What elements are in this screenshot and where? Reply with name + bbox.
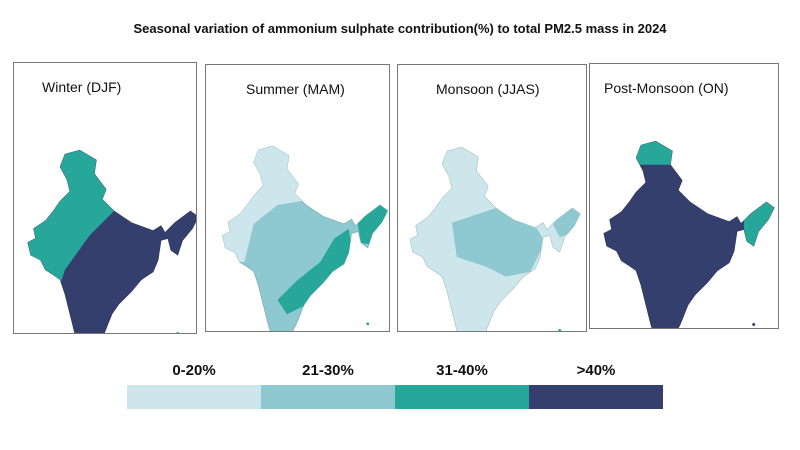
india-map-monsoon	[409, 146, 581, 331]
india-map-post-monsoon	[603, 140, 775, 328]
legend-swatch-21-30	[261, 385, 395, 409]
legend-label-over-40: >40%	[576, 362, 616, 379]
legend-swatch-over-40	[529, 385, 663, 409]
legend-swatch-0-20	[127, 385, 261, 409]
legend-label-31-40: 31-40%	[436, 362, 488, 379]
map-panel-post-monsoon: Post-Monsoon (ON)	[589, 63, 779, 329]
legend-label-0-20: 0-20%	[172, 362, 216, 379]
india-map-summer	[221, 145, 389, 331]
panel-label: Summer (MAM)	[246, 81, 345, 97]
panel-label: Monsoon (JJAS)	[436, 81, 540, 97]
india-map-winter	[27, 149, 196, 333]
legend-swatch-31-40	[395, 385, 529, 409]
panel-label: Winter (DJF)	[42, 79, 122, 95]
legend-label-21-30: 21-30%	[302, 362, 354, 379]
map-panel-monsoon: Monsoon (JJAS)	[397, 64, 587, 332]
panel-label: Post-Monsoon (ON)	[604, 80, 729, 96]
map-panel-summer: Summer (MAM)	[205, 64, 390, 332]
figure-title: Seasonal variation of ammonium sulphate …	[133, 21, 667, 36]
map-panel-winter: Winter (DJF)	[13, 62, 197, 334]
